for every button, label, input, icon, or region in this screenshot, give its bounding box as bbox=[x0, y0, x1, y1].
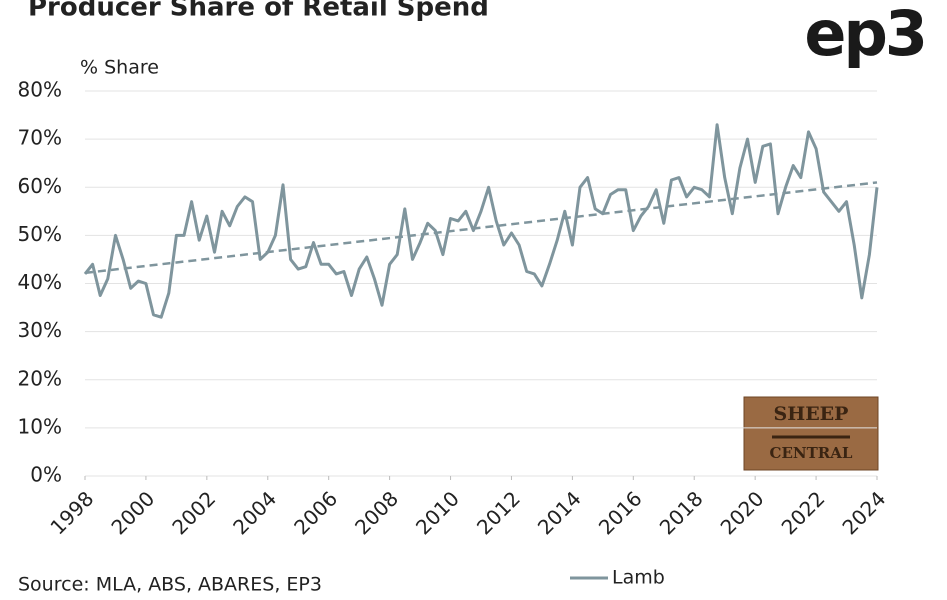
y-tick-label: 40% bbox=[18, 270, 62, 294]
chart-title: Producer Share of Retail Spend bbox=[28, 0, 489, 23]
watermark: SHEEP CENTRAL bbox=[743, 396, 879, 471]
y-tick-label: 70% bbox=[18, 126, 62, 150]
x-tick-label: 2008 bbox=[350, 486, 403, 539]
y-tick-label: 0% bbox=[30, 463, 62, 487]
logo: ep3 bbox=[804, 0, 925, 70]
x-tick-label: 2000 bbox=[106, 486, 159, 539]
y-tick-label: 80% bbox=[18, 78, 62, 102]
x-tick-label: 2022 bbox=[777, 486, 830, 539]
y-tick-label: 10% bbox=[18, 414, 62, 438]
x-tick-label: 2024 bbox=[837, 486, 890, 539]
x-tick-label: 2014 bbox=[533, 486, 586, 539]
x-tick-label: 2010 bbox=[411, 486, 464, 539]
watermark-text: CENTRAL bbox=[770, 444, 853, 462]
x-tick-label: 2012 bbox=[472, 486, 525, 539]
y-tick-label: 50% bbox=[18, 222, 62, 246]
x-tick-label: 2002 bbox=[167, 486, 220, 539]
x-tick-label: 2018 bbox=[655, 486, 708, 539]
y-tick-label: 30% bbox=[18, 318, 62, 342]
x-tick-label: 2020 bbox=[716, 486, 769, 539]
x-tick-label: 2006 bbox=[289, 486, 342, 539]
y-axis-label: % Share bbox=[80, 57, 159, 79]
x-tick-label: 2004 bbox=[228, 486, 281, 539]
source: Source: MLA, ABS, ABARES, EP3 bbox=[18, 574, 322, 596]
watermark-text: SHEEP bbox=[774, 403, 849, 425]
trend-line bbox=[84, 181, 878, 275]
y-tick-label: 20% bbox=[18, 366, 62, 390]
legend-label: Lamb bbox=[612, 567, 665, 589]
y-tick-label: 60% bbox=[18, 174, 62, 198]
x-tick-label: 1998 bbox=[45, 486, 98, 539]
line-series bbox=[83, 123, 879, 319]
watermark-board bbox=[743, 396, 879, 471]
x-tick-label: 2016 bbox=[594, 486, 647, 539]
